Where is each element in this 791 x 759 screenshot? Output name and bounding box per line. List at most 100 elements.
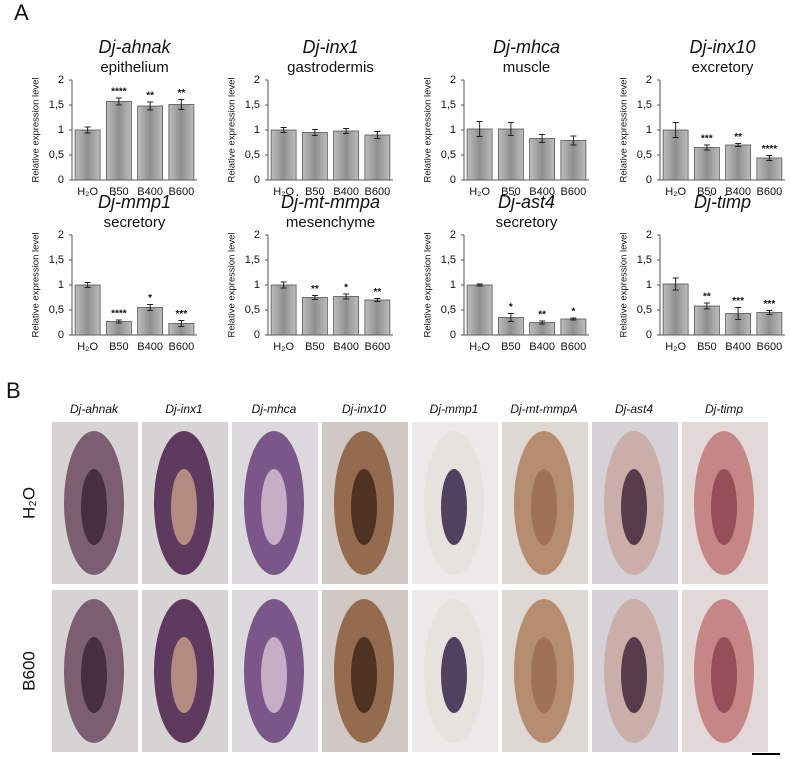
error-bar: [703, 302, 710, 310]
bar: [301, 297, 328, 336]
y-axis-label: Relative expression level: [31, 77, 42, 182]
x-tick-label: B600: [757, 186, 783, 198]
x-tick-label: B600: [365, 186, 391, 198]
error-bar: [343, 128, 350, 134]
worm-center: [261, 637, 287, 713]
y-tick-label: 0: [254, 174, 260, 186]
chart-title: Dj-mt-mmpa: [281, 192, 380, 212]
bar: [333, 296, 360, 336]
bar: [560, 318, 587, 336]
error-bar: [178, 99, 185, 110]
chart-title: Dj-inx1: [302, 37, 358, 57]
bar: [270, 284, 297, 336]
x-tick-label: B400: [137, 186, 163, 198]
error-bar: [115, 97, 122, 106]
significance-label: **: [703, 292, 711, 303]
error-bar: [374, 298, 381, 302]
y-tick-label: 0: [450, 174, 456, 186]
chart-subtitle: excretory: [692, 59, 754, 76]
error-bar: [672, 277, 679, 291]
y-tick-label: 1,5: [49, 99, 64, 111]
chart-subtitle: epithelium: [100, 59, 168, 76]
bar: [105, 101, 132, 181]
y-tick-label: 1: [254, 124, 260, 136]
worm-center: [531, 637, 557, 713]
chart-title: Dj-ast4: [498, 192, 555, 212]
y-tick-label: 0: [58, 329, 64, 341]
worm-center: [441, 469, 467, 545]
bar: [270, 129, 297, 181]
x-tick-label: B50: [305, 341, 325, 353]
x-tick-label: B50: [501, 341, 521, 353]
worm-center: [261, 469, 287, 545]
worm-center: [171, 637, 197, 713]
error-bar: [178, 320, 185, 327]
y-tick-label: 0,5: [49, 304, 64, 316]
worm-center: [81, 469, 107, 545]
x-tick-label: B50: [501, 186, 521, 198]
x-tick-label: B50: [697, 341, 717, 353]
y-tick-label: 2: [646, 74, 652, 86]
error-bar: [280, 281, 287, 289]
x-tick-label: H₂O: [469, 341, 490, 353]
y-tick-label: 2: [646, 229, 652, 241]
error-bar: [539, 320, 546, 325]
error-bar: [311, 129, 318, 136]
y-tick-label: 1,5: [245, 254, 260, 266]
x-tick-label: H₂O: [665, 186, 686, 198]
x-tick-label: B400: [529, 341, 555, 353]
error-bar: [735, 307, 742, 320]
significance-label: ***: [701, 134, 713, 145]
worm-center: [621, 637, 647, 713]
y-tick-label: 2: [450, 74, 456, 86]
significance-label: ****: [762, 144, 778, 155]
x-tick-label: H₂O: [469, 186, 490, 198]
error-bar: [374, 131, 381, 139]
y-tick-label: 2: [450, 229, 456, 241]
significance-label: ****: [111, 87, 127, 98]
error-bar: [672, 122, 679, 138]
x-tick-label: H₂O: [665, 341, 686, 353]
worm-center: [441, 637, 467, 713]
y-tick-label: 1,5: [441, 99, 456, 111]
y-axis-label: Relative expression level: [619, 77, 630, 182]
worm-center: [711, 637, 737, 713]
chart-title: Dj-inx10: [689, 37, 755, 57]
error-bar: [84, 126, 91, 134]
worm-center: [351, 637, 377, 713]
error-bar: [766, 155, 773, 161]
error-bar: [539, 134, 546, 143]
x-tick-label: H₂O: [77, 341, 98, 353]
significance-label: **: [734, 132, 742, 143]
bar: [137, 105, 164, 181]
column-label: Dj-inx1: [165, 402, 202, 416]
significance-label: ***: [732, 296, 744, 307]
column-label: Dj-ast4: [615, 402, 653, 416]
x-tick-label: H₂O: [273, 341, 294, 353]
y-tick-label: 0,5: [245, 304, 260, 316]
y-tick-label: 0: [450, 329, 456, 341]
y-tick-label: 1: [646, 124, 652, 136]
chart-title: Dj-mmp1: [98, 192, 171, 212]
bar: [693, 147, 720, 181]
y-axis-label: Relative expression level: [31, 232, 42, 337]
bar: [466, 128, 493, 181]
error-bar: [84, 282, 91, 288]
row-label: H₂O: [19, 487, 38, 519]
chart-title: Dj-ahnak: [98, 37, 171, 57]
column-label: Dj-timp: [705, 402, 743, 416]
error-bar: [343, 293, 350, 300]
bar: [725, 144, 752, 181]
y-tick-label: 2: [58, 229, 64, 241]
error-bar: [115, 319, 122, 324]
y-tick-label: 2: [254, 74, 260, 86]
y-axis-label: Relative expression level: [423, 77, 434, 182]
significance-label: *: [148, 293, 152, 304]
error-bar: [766, 310, 773, 315]
x-tick-label: B50: [697, 186, 717, 198]
y-tick-label: 2: [254, 229, 260, 241]
significance-label: *: [571, 307, 575, 318]
y-tick-label: 0,5: [637, 304, 652, 316]
chart-title: Dj-timp: [694, 192, 751, 212]
error-bar: [507, 313, 514, 322]
